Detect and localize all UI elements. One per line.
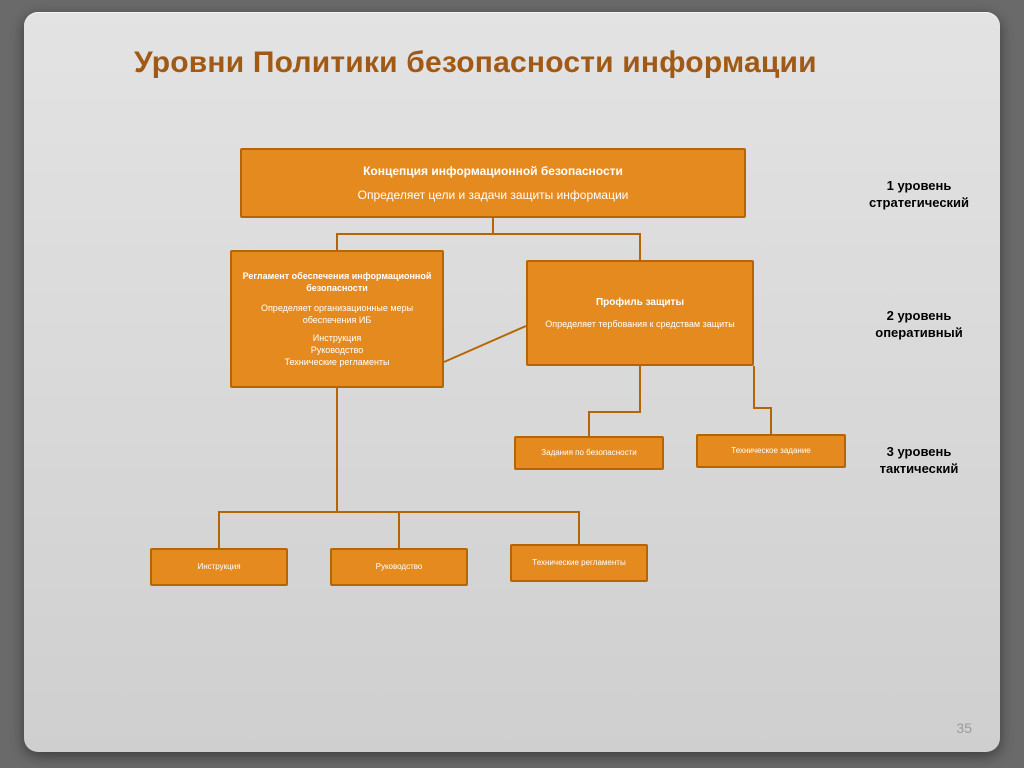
box-tech-spec: Техническое задание xyxy=(696,434,846,468)
box-instruction-label: Инструкция xyxy=(197,562,240,573)
page-number: 35 xyxy=(956,720,972,736)
box-reglament-title: Регламент обеспечения информационной без… xyxy=(240,270,434,294)
box-tech-reglament-label: Технические регламенты xyxy=(532,558,625,569)
box-concept-title: Концепция информационной безопасности xyxy=(363,163,623,179)
box-tech-spec-label: Техническое задание xyxy=(731,446,811,457)
box-instruction: Инструкция xyxy=(150,548,288,586)
level-label-2: 2 уровеньоперативный xyxy=(854,308,984,342)
box-profile-subtitle: Определяет тербования к средствам защиты xyxy=(545,318,735,330)
box-concept: Концепция информационной безопасности Оп… xyxy=(240,148,746,218)
level-label-3: 3 уровеньтактический xyxy=(854,444,984,478)
box-task-security: Задания по безопасности xyxy=(514,436,664,470)
slide-frame: Уровни Политики безопасности информации … xyxy=(24,12,1000,752)
box-tech-reglament: Технические регламенты xyxy=(510,544,648,582)
connectors-layer xyxy=(24,12,1000,752)
level-label-1: 1 уровеньстратегический xyxy=(854,178,984,212)
box-concept-subtitle: Определяет цели и задачи защиты информац… xyxy=(358,187,629,203)
box-manual: Руководство xyxy=(330,548,468,586)
box-task-security-label: Задания по безопасности xyxy=(541,448,636,459)
box-reglament: Регламент обеспечения информационной без… xyxy=(230,250,444,388)
box-reglament-body: Определяет организационные меры обеспече… xyxy=(240,302,434,369)
box-profile-title: Профиль защиты xyxy=(596,296,684,310)
box-profile: Профиль защиты Определяет тербования к с… xyxy=(526,260,754,366)
box-manual-label: Руководство xyxy=(376,562,423,573)
diagram: Концепция информационной безопасности Оп… xyxy=(24,12,1000,752)
